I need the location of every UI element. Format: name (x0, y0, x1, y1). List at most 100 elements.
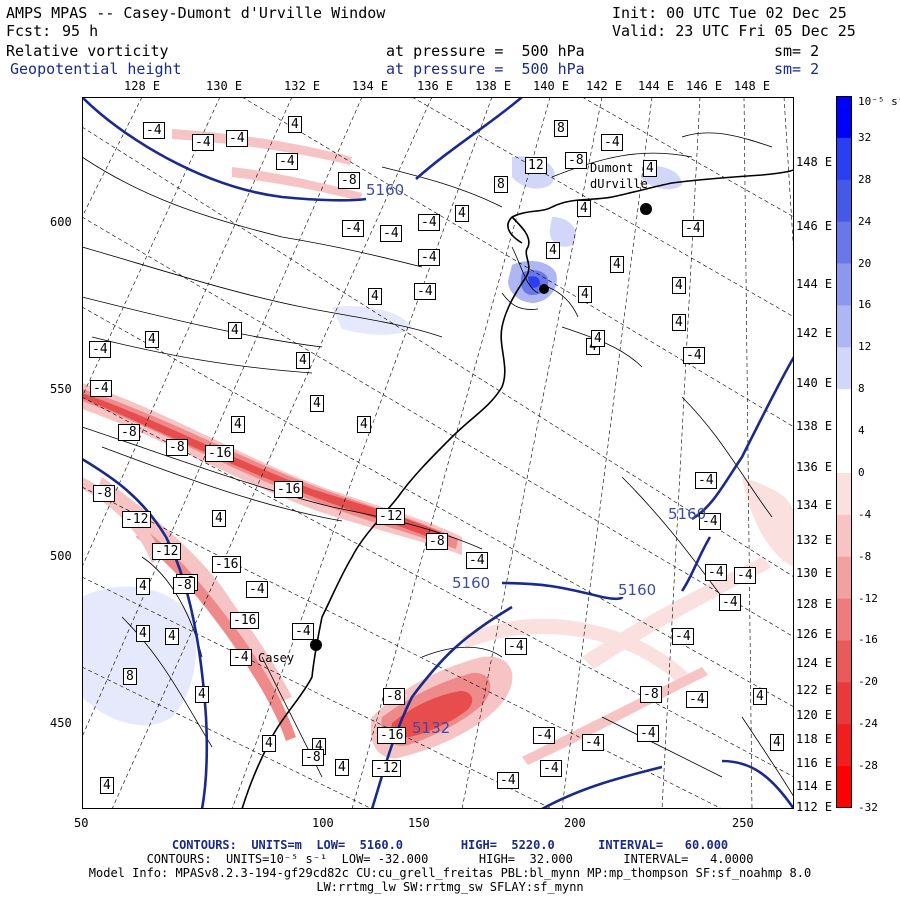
vorticity-contour-label: 12 (525, 157, 547, 174)
field2-level: at pressure = 500 hPa (386, 60, 585, 78)
field1-name: Relative vorticity (6, 42, 169, 60)
vorticity-contour-label: 4 (455, 205, 469, 222)
vorticity-contour-label: 8 (123, 668, 137, 685)
vorticity-contour-label: 4 (288, 116, 302, 133)
vorticity-contour-label: 4 (643, 160, 657, 177)
map-border (82, 97, 794, 809)
colorbar-swatch (836, 179, 852, 223)
x-tick-label: 100 (312, 816, 334, 830)
right-lon-label: 144 E (796, 277, 833, 291)
y-tick-label: 550 (50, 382, 72, 396)
vorticity-contour-label: -4 (672, 628, 694, 645)
colorbar-swatch (836, 347, 852, 390)
colorbar-swatch (836, 556, 852, 600)
vorticity-contour-label: -4 (466, 552, 488, 569)
right-lon-label: 112 E (796, 800, 833, 814)
vorticity-contour-label: -8 (565, 152, 587, 169)
vorticity-contour-label: -16 (377, 727, 407, 744)
vorticity-contour-label: -4 (342, 220, 364, 237)
right-lon-label: 142 E (796, 326, 833, 340)
colorbar-swatch (836, 682, 852, 725)
field2-smoothing: sm= 2 (774, 60, 820, 78)
top-lon-label: 146 E (686, 79, 723, 93)
vorticity-contour-label: 4 (578, 286, 592, 303)
y-tick-label: 600 (50, 215, 72, 229)
vorticity-contour-label: 4 (296, 352, 310, 369)
forecast-label: Fcst: (6, 22, 52, 40)
vorticity-contour-label: -4 (705, 564, 727, 581)
right-lon-label: 130 E (796, 566, 833, 580)
vorticity-contour-label: -4 (192, 134, 214, 151)
vorticity-contour-label: 4 (672, 277, 686, 294)
vorticity-contour-label: -4 (414, 283, 436, 300)
colorbar-swatch (836, 514, 852, 558)
colorbar-swatch (836, 305, 852, 348)
colorbar-swatch (836, 221, 852, 265)
x-tick-label: 150 (408, 816, 430, 830)
vorticity-contour-label: -4 (89, 341, 111, 358)
colorbar-swatch (836, 472, 852, 516)
right-lon-label: 128 E (796, 597, 833, 611)
vorticity-contour-label: -8 (173, 577, 195, 594)
vorticity-contour-label: -16 (274, 481, 304, 498)
top-lon-label: 128 E (124, 79, 161, 93)
colorbar-label: -8 (858, 549, 872, 563)
vorticity-contour-label: -16 (205, 445, 235, 462)
vorticity-contour-label: 4 (310, 395, 324, 412)
vorticity-contour-label: -8 (426, 533, 448, 550)
top-lon-label: 130 E (206, 79, 243, 93)
height-contour-label: 5160 (452, 574, 491, 592)
vorticity-contour-label: -4 (276, 153, 298, 170)
colorbar-border (836, 96, 852, 808)
top-lon-label: 142 E (586, 79, 623, 93)
right-lon-label: 138 E (796, 419, 833, 433)
colorbar-label: 24 (858, 214, 872, 228)
colorbar-swatch (836, 766, 852, 808)
vorticity-contour-label: -4 (292, 623, 314, 640)
valid-time: Valid: 23 UTC Fri 05 Dec 25 (612, 22, 856, 40)
plot-title: AMPS MPAS -- Casey-Dumont d'Urville Wind… (6, 4, 386, 22)
vorticity-contour-label: -4 (143, 122, 165, 139)
vorticity-contour-label: -4 (246, 581, 268, 598)
vorticity-contour-label: -12 (372, 760, 402, 777)
vorticity-contour-label: -4 (533, 727, 555, 744)
vorticity-contour-label: -4 (230, 649, 252, 666)
vorticity-contour-label: 4 (136, 625, 150, 642)
vorticity-contour-label: -8 (302, 749, 324, 766)
colorbar-label: 0 (858, 465, 865, 479)
right-lon-label: 132 E (796, 533, 833, 547)
top-lon-label: 134 E (352, 79, 389, 93)
colorbar-label: -16 (858, 633, 878, 647)
colorbar-unit: 10⁻⁵ s⁻¹ (858, 95, 900, 108)
vorticity-contour-label: 4 (165, 628, 179, 645)
right-lon-label: 116 E (796, 756, 833, 770)
right-lon-label: 120 E (796, 708, 833, 722)
height-contours (82, 97, 794, 809)
colorbar-swatch (836, 640, 852, 683)
colorbar-label: 32 (858, 130, 872, 144)
vorticity-contour-label: -4 (418, 214, 440, 231)
vorticity-contour-label: 4 (335, 759, 349, 776)
vorticity-contour-label: -8 (118, 424, 140, 441)
vorticity-contour-label: 4 (770, 734, 784, 751)
vorticity-contour-label: -4 (695, 472, 717, 489)
right-lon-label: 146 E (796, 219, 833, 233)
top-lon-label: 148 E (734, 79, 771, 93)
colorbar-label: 8 (858, 382, 865, 396)
vorticity-contour-label: 4 (195, 686, 209, 703)
vorticity-contour-label: -4 (497, 772, 519, 789)
forecast-hour: 95 h (62, 22, 99, 40)
vorticity-contour-label: 4 (357, 416, 371, 433)
vorticity-contour-label: 4 (228, 322, 242, 339)
vorticity-contour-label: -4 (637, 725, 659, 742)
vorticity-contour-label: 4 (546, 242, 560, 259)
colorbar-label: 20 (858, 256, 872, 270)
right-lon-label: 140 E (796, 376, 833, 390)
right-lon-label: 122 E (796, 683, 833, 697)
vorticity-contour-label: -4 (540, 760, 562, 777)
right-lon-label: 124 E (796, 656, 833, 670)
right-lon-label: 134 E (796, 498, 833, 512)
dumont-durville-station-marker (640, 203, 652, 215)
vorticity-contour-label: 8 (554, 120, 568, 137)
colorbar-swatch (836, 137, 852, 181)
